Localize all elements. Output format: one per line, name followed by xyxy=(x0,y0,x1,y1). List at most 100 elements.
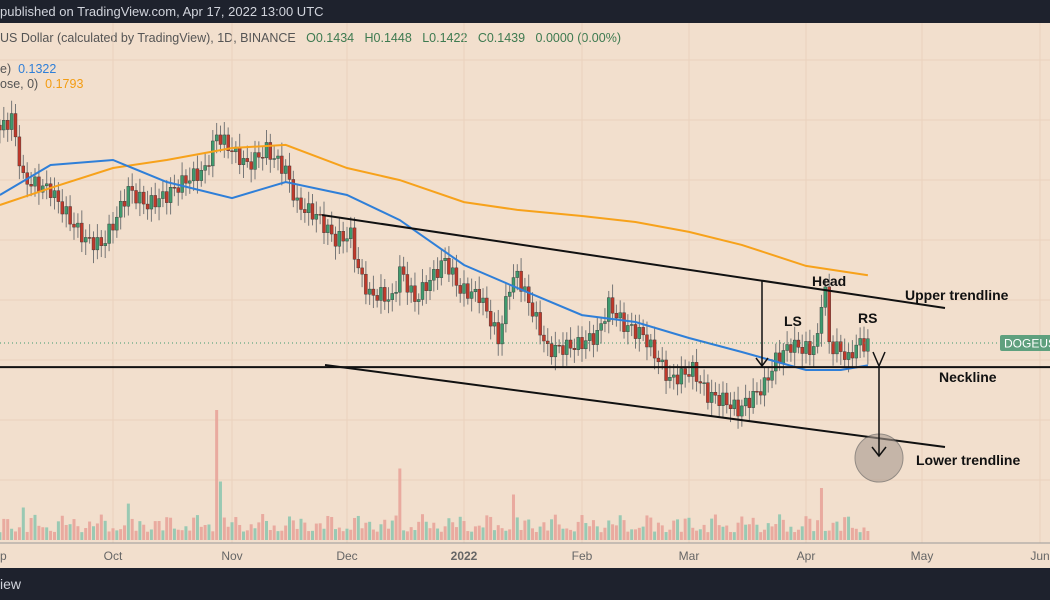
price-chart[interactable]: Head LS RS Upper trendline Neckline Lower tre… xyxy=(0,0,1050,568)
ma50-legend: e) 0.1322 xyxy=(0,62,56,76)
candle-body xyxy=(2,120,6,131)
candle-body xyxy=(310,203,315,220)
volume-bar xyxy=(473,526,477,540)
volume-bar xyxy=(334,529,337,540)
candle-body xyxy=(295,197,299,201)
volume-bar xyxy=(823,530,827,540)
volume-bar xyxy=(17,527,21,540)
volume-bar xyxy=(751,517,755,540)
volume-bar xyxy=(729,531,733,540)
candle-body xyxy=(553,344,558,358)
candle-body xyxy=(595,330,599,345)
candle-body xyxy=(725,392,729,406)
candle-body xyxy=(858,338,862,346)
candle-body xyxy=(237,146,242,165)
candle-body xyxy=(781,350,786,364)
volume-bar xyxy=(641,526,645,540)
volume-bar xyxy=(409,527,413,540)
volume-bar xyxy=(496,525,500,540)
arrow-down-icon xyxy=(871,446,887,458)
candle-body xyxy=(804,341,808,354)
candle-body xyxy=(218,134,223,145)
volume-bar xyxy=(53,531,56,540)
volume-bar xyxy=(789,526,793,540)
candle-body xyxy=(226,134,230,151)
candle-body xyxy=(709,392,714,403)
volume-bar xyxy=(565,528,569,540)
volume-bar xyxy=(169,517,173,540)
x-tick-label: Mar xyxy=(679,549,700,563)
candle-body xyxy=(172,187,177,189)
candle-body xyxy=(762,377,767,396)
candle-body xyxy=(149,195,154,210)
candle-body xyxy=(83,237,88,243)
ls-label: LS xyxy=(784,313,802,329)
volume-bar xyxy=(29,517,33,540)
candle-body xyxy=(287,165,292,180)
volume-bar xyxy=(477,525,481,540)
volume-bar xyxy=(656,522,660,540)
candle-body xyxy=(195,168,200,181)
candle-body xyxy=(603,321,607,324)
candle-body xyxy=(629,324,634,326)
volume-bar xyxy=(379,524,383,540)
candle-body xyxy=(161,191,165,199)
volume-bar xyxy=(796,529,800,540)
volume-bar xyxy=(702,524,706,540)
volume-bar xyxy=(184,526,188,540)
candle-body xyxy=(99,237,104,246)
x-tick-label: Sep xyxy=(0,549,7,563)
candle-body xyxy=(134,190,138,204)
x-tick-label: Apr xyxy=(797,549,816,563)
candle-body xyxy=(645,334,649,348)
candle-body xyxy=(538,312,542,336)
candle-body xyxy=(866,338,870,352)
candle-body xyxy=(633,324,638,339)
candle-body xyxy=(424,282,428,291)
volume-bar xyxy=(72,519,76,540)
volume-bar xyxy=(253,528,257,540)
candle-body xyxy=(706,382,710,403)
volume-bar xyxy=(470,531,474,540)
volume-bar xyxy=(64,524,68,540)
volume-bar xyxy=(80,532,84,540)
candle-body xyxy=(241,158,246,165)
volume-bar xyxy=(481,527,485,540)
candle-body xyxy=(835,341,839,355)
candle-body xyxy=(165,191,169,203)
volume-bar xyxy=(238,524,242,540)
volume-bar xyxy=(500,528,504,540)
candle-body xyxy=(107,223,111,244)
volume-bar xyxy=(862,527,866,540)
candle-body xyxy=(747,397,752,408)
volume-bar xyxy=(591,520,595,540)
candle-body xyxy=(800,347,804,354)
rs-label: RS xyxy=(858,310,877,326)
candle-body xyxy=(318,214,322,216)
volume-bar xyxy=(103,520,107,540)
candle-body xyxy=(118,201,123,218)
candle-body xyxy=(314,214,319,220)
volume-bar xyxy=(561,528,565,540)
volume-bar xyxy=(854,528,858,540)
volume-bar xyxy=(424,521,428,540)
candle-body xyxy=(303,209,307,213)
volume-bar xyxy=(417,521,421,540)
candle-body xyxy=(341,231,345,242)
candle-body xyxy=(599,323,603,331)
volume-bar xyxy=(218,481,222,540)
candle-body xyxy=(477,288,481,303)
volume-bar xyxy=(268,530,272,540)
candle-body xyxy=(846,352,851,360)
volume-bar xyxy=(14,531,17,540)
candle-body xyxy=(626,325,630,332)
volume-bar xyxy=(195,515,199,540)
candle-body xyxy=(469,291,474,299)
candle-body xyxy=(349,227,353,239)
volume-bar xyxy=(827,530,831,540)
volume-bar xyxy=(126,503,130,540)
candle-body xyxy=(199,170,203,181)
candle-body xyxy=(584,340,588,350)
volume-bar xyxy=(276,531,280,540)
candle-body xyxy=(565,339,569,355)
